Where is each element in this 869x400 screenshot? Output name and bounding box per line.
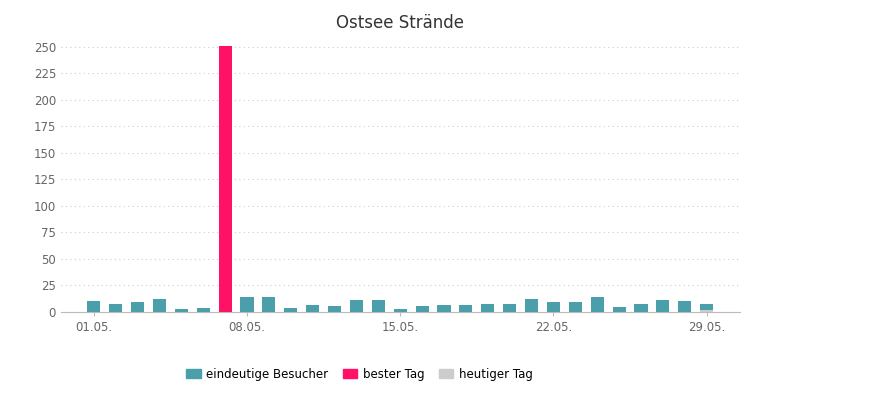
Bar xyxy=(459,304,472,312)
Bar xyxy=(502,304,515,312)
Bar xyxy=(349,300,362,312)
Bar xyxy=(393,309,407,312)
Bar xyxy=(196,308,209,312)
Bar xyxy=(284,308,297,312)
Bar xyxy=(240,297,253,312)
Legend: eindeutige Besucher, bester Tag, heutiger Tag: eindeutige Besucher, bester Tag, heutige… xyxy=(186,368,532,380)
Bar xyxy=(371,300,384,312)
Bar xyxy=(700,310,713,312)
Bar xyxy=(328,306,341,312)
Bar xyxy=(153,299,166,312)
Bar xyxy=(131,302,144,312)
Bar xyxy=(87,301,100,312)
Bar xyxy=(700,304,713,312)
Title: Ostsee Strände: Ostsee Strände xyxy=(335,14,464,32)
Bar xyxy=(634,304,647,312)
Bar xyxy=(481,304,494,312)
Bar xyxy=(655,300,668,312)
Bar xyxy=(262,297,275,312)
Bar xyxy=(678,301,691,312)
Bar xyxy=(415,306,428,312)
Bar xyxy=(590,297,603,312)
Bar xyxy=(218,46,231,312)
Bar xyxy=(612,307,625,312)
Bar xyxy=(175,309,188,312)
Bar xyxy=(547,302,560,312)
Bar xyxy=(306,304,319,312)
Bar xyxy=(568,302,581,312)
Bar xyxy=(109,304,122,312)
Bar xyxy=(524,299,538,312)
Bar xyxy=(437,304,450,312)
